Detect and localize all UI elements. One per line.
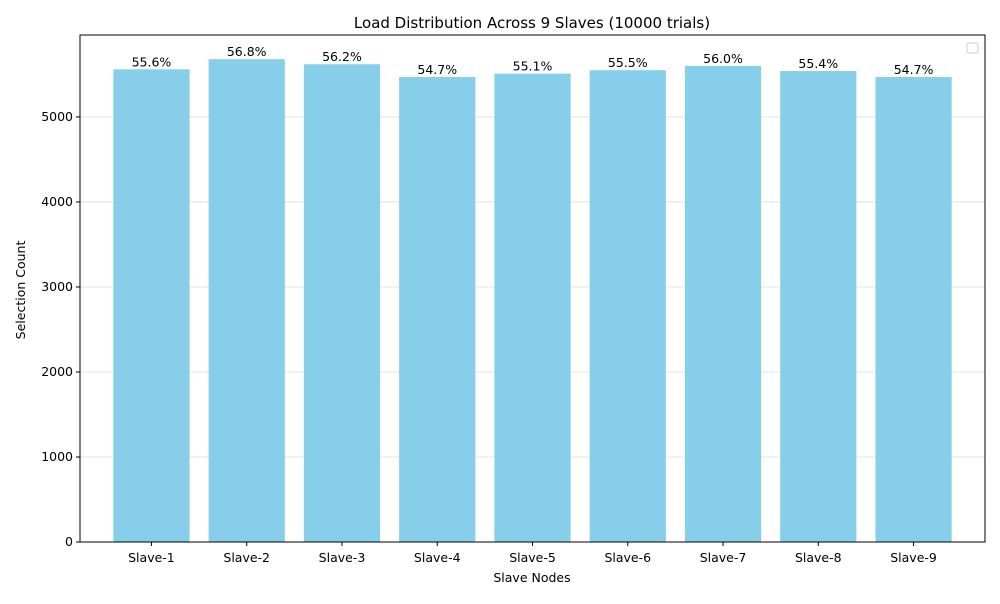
y-tick-label: 4000	[41, 194, 73, 209]
bar	[208, 59, 285, 543]
x-tick-label: Slave-5	[509, 550, 556, 565]
y-tick-label: 2000	[41, 364, 73, 379]
bar	[113, 69, 190, 543]
bar	[399, 76, 476, 543]
data-labels: 55.6% 56.8% 56.2% 54.7% 55.1% 55.5% 56.0% 55.4%…	[132, 44, 934, 77]
bar	[684, 65, 762, 542]
bar-value-label: 56.0%	[703, 51, 743, 66]
bar-value-label: 56.2%	[322, 49, 362, 64]
x-tick-label: Slave-3	[319, 550, 366, 565]
axes: 0 1000 2000 3000 4000 5000 Slave-1 Slave-2 Slave…	[41, 34, 986, 565]
bar-value-label: 55.5%	[608, 55, 648, 70]
bar	[494, 73, 571, 542]
x-tick-label: Slave-1	[128, 550, 175, 565]
bar	[589, 70, 666, 543]
y-tick-label: 0	[65, 534, 73, 549]
bar-value-label: 55.1%	[513, 59, 553, 74]
y-tick-label: 1000	[41, 449, 73, 464]
x-tick-label: Slave-6	[604, 550, 651, 565]
x-axis-label: Slave Nodes	[493, 570, 570, 585]
y-axis-label: Selection Count	[13, 241, 28, 340]
bar-value-label: 56.8%	[227, 44, 267, 59]
x-tick-label: Slave-8	[795, 550, 842, 565]
chart-title: Load Distribution Across 9 Slaves (10000…	[354, 14, 710, 32]
x-tick-label: Slave-2	[223, 550, 270, 565]
legend-box	[966, 42, 979, 54]
y-tick-label: 5000	[41, 109, 73, 124]
bar-value-label: 55.4%	[798, 56, 838, 71]
bar-value-label: 54.7%	[894, 62, 934, 77]
bar-value-label: 55.6%	[132, 54, 172, 69]
x-tick-label: Slave-7	[700, 550, 747, 565]
bar	[303, 64, 381, 542]
bars	[113, 59, 952, 543]
x-tick-label: Slave-4	[414, 550, 461, 565]
bar	[780, 71, 857, 543]
plot-frame	[79, 34, 986, 543]
y-tick-label: 3000	[41, 279, 73, 294]
bar-value-label: 54.7%	[417, 62, 457, 77]
x-tick-label: Slave-9	[890, 550, 937, 565]
bar	[875, 76, 952, 543]
